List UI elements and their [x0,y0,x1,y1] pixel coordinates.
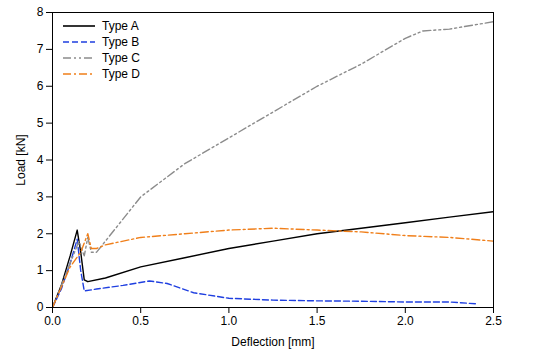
html-text:Type C: Type C [102,51,140,65]
svg-text:1.0: 1.0 [221,314,238,328]
svg-text:5: 5 [37,116,44,130]
svg-text:Load [kN]: Load [kN] [14,134,28,185]
svg-text:2.5: 2.5 [485,314,502,328]
svg-text:8: 8 [37,5,44,19]
svg-text:2.0: 2.0 [397,314,414,328]
html-text:Type A: Type A [102,19,139,33]
svg-text:Deflection [mm]: Deflection [mm] [231,335,314,349]
html-text:Type B: Type B [102,35,140,49]
html-text:Type D: Type D [102,67,140,81]
svg-text:7: 7 [37,42,44,56]
svg-text:1: 1 [37,263,44,277]
svg-text:3: 3 [37,190,44,204]
svg-text:0: 0 [37,300,44,314]
svg-text:4: 4 [37,153,44,167]
svg-text:0.5: 0.5 [132,314,149,328]
svg-text:2: 2 [37,227,44,241]
svg-text:6: 6 [37,79,44,93]
svg-text:0.0: 0.0 [44,314,61,328]
svg-text:1.5: 1.5 [309,314,326,328]
